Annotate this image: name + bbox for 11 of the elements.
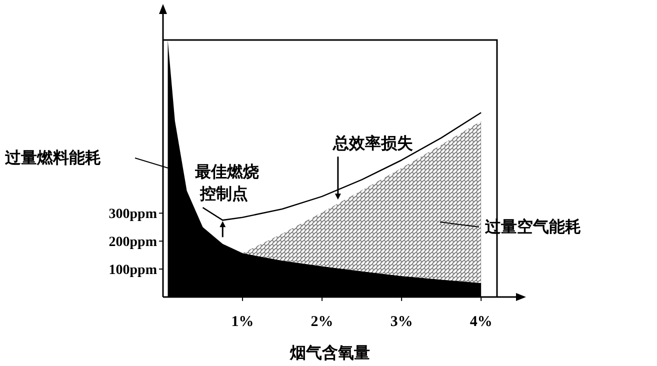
annotation: 最佳燃烧控制点 <box>194 163 259 203</box>
x-tick-label: 2% <box>310 314 334 330</box>
y-tick-label: 300ppm <box>108 207 158 222</box>
annotation: 总效率损失 <box>332 134 413 153</box>
x-tick-label: 3% <box>390 314 413 330</box>
x-tick-label: 1% <box>231 314 254 330</box>
x-axis-title: 烟气含氧量 <box>289 344 370 362</box>
text: 过量燃料能耗 <box>4 149 101 167</box>
y-tick-label: 200ppm <box>108 235 158 250</box>
y-tick-label: 100ppm <box>108 263 158 278</box>
x-tick-label: 4% <box>470 314 492 330</box>
